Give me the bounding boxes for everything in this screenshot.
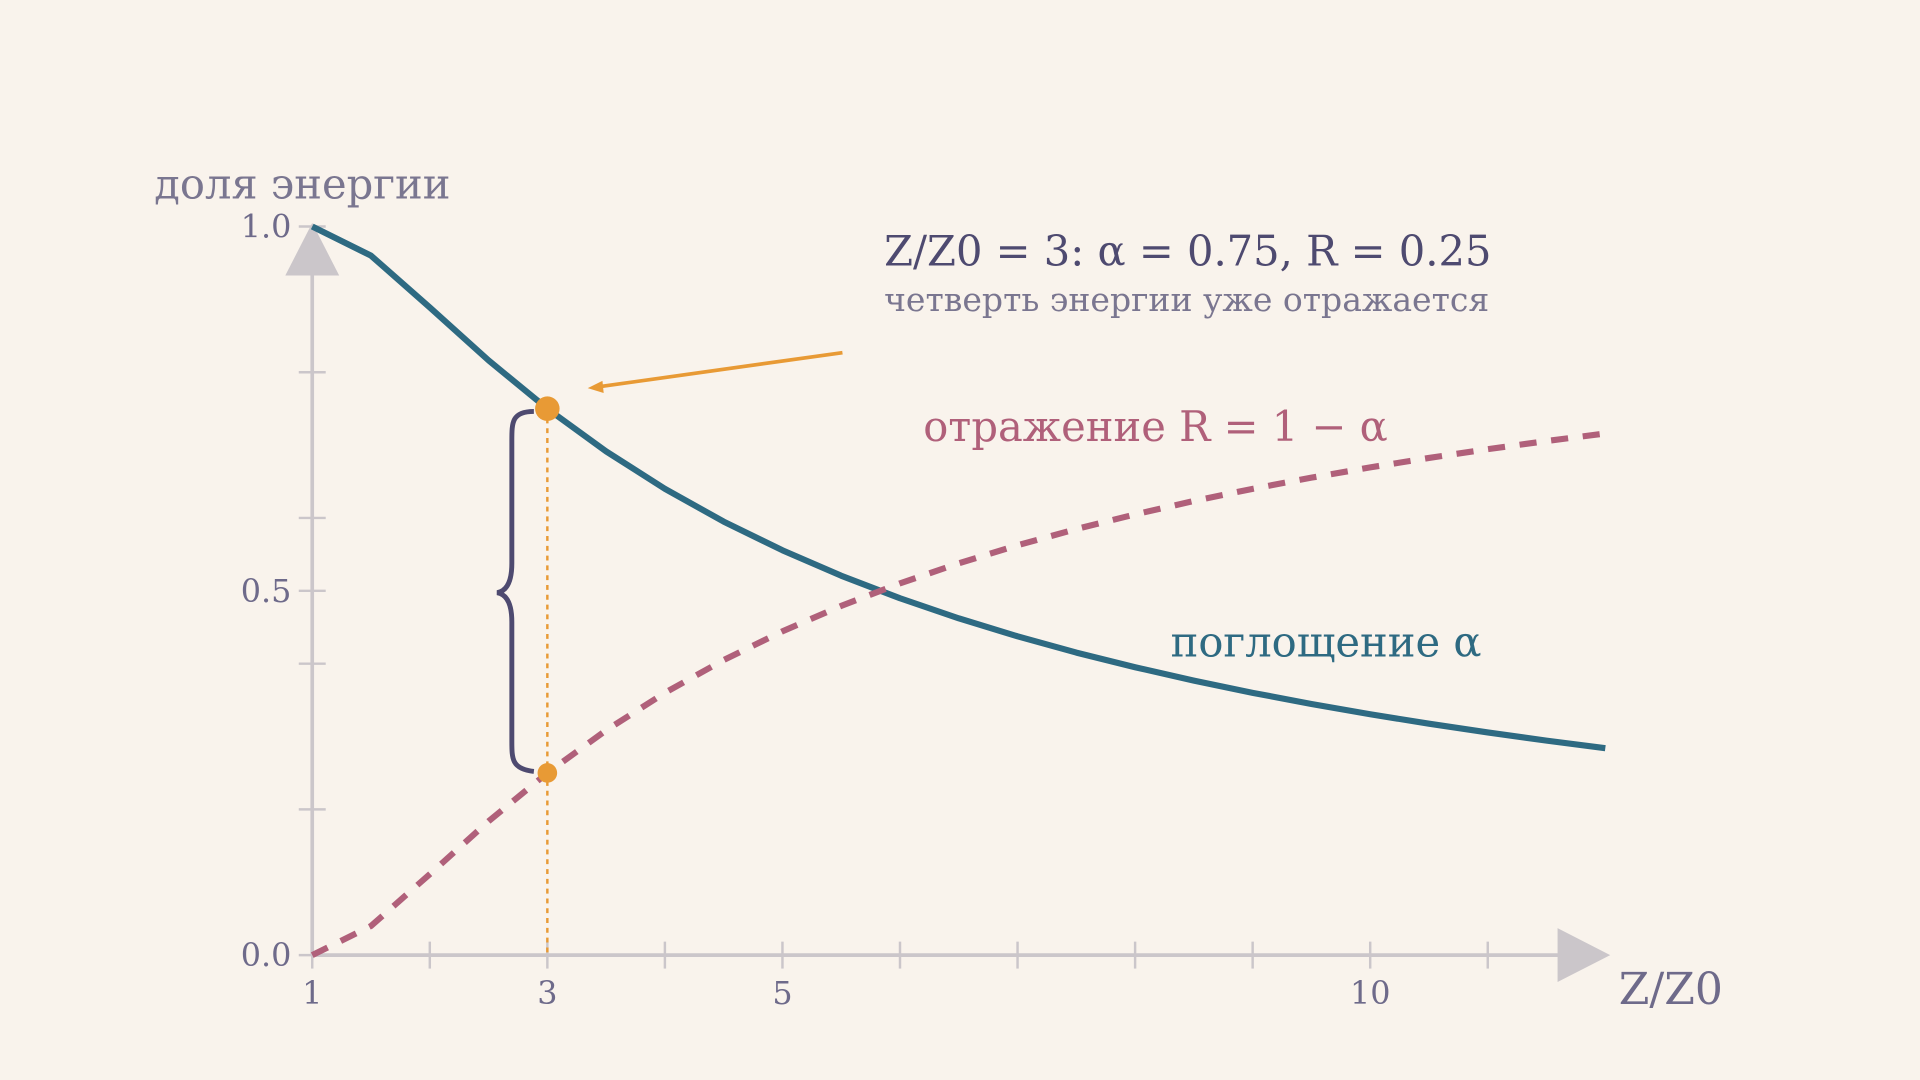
series-line	[310, 223, 1606, 752]
annotation-subtitle: четверть энергии уже отражается	[884, 280, 1489, 319]
highlight-point	[535, 396, 560, 421]
highlight-point	[537, 763, 558, 783]
y-axis-arrow	[285, 222, 340, 276]
series-line	[310, 430, 1606, 958]
series-label: поглощение α	[1171, 617, 1482, 666]
y-tick-label: 0.5	[241, 572, 292, 610]
x-axis-label: Z/Z0	[1619, 964, 1723, 1015]
y-tick-label: 0.0	[241, 936, 292, 974]
x-tick-label: 1	[302, 974, 322, 1012]
y-tick-label: 1.0	[241, 208, 292, 246]
brace	[496, 408, 535, 774]
series-label: отражение R = 1 − α	[923, 402, 1387, 451]
x-axis-arrow	[1557, 928, 1611, 983]
arrow-head	[587, 380, 604, 394]
x-tick-label: 10	[1350, 974, 1391, 1012]
annotation-title: Z/Z0 = 3: α = 0.75, R = 0.25	[884, 227, 1491, 276]
x-tick-label: 3	[537, 974, 557, 1012]
annotation-arrow	[597, 350, 843, 389]
y-axis-label: доля энергии	[154, 159, 450, 208]
x-tick-label: 5	[772, 974, 792, 1012]
